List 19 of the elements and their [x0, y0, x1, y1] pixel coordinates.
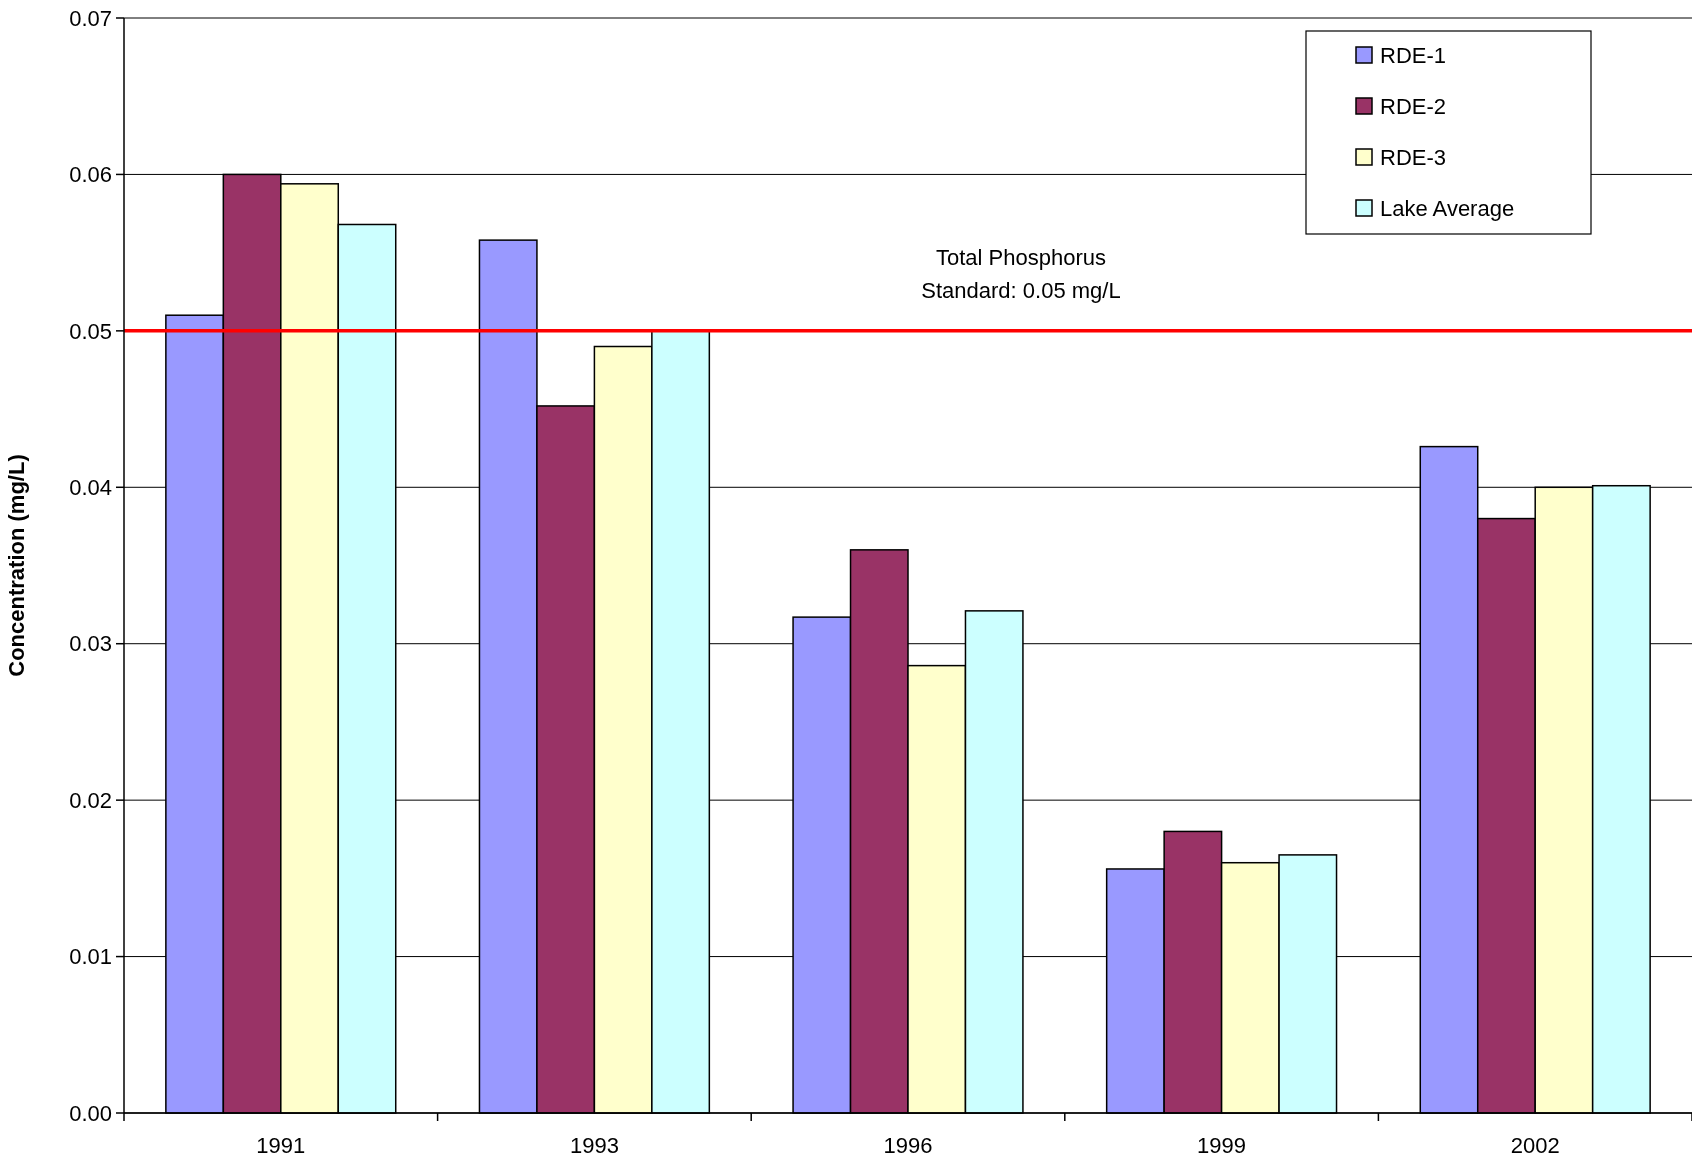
- ref-line-label: Total Phosphorus Standard: 0.05 mg/L: [921, 244, 1121, 303]
- y-tick-label: 0.07: [69, 5, 112, 31]
- x-tick-label: 2002: [1510, 1133, 1560, 1158]
- y-tick-label: 0.06: [69, 162, 112, 188]
- x-tick-label: 1993: [569, 1133, 619, 1158]
- legend-label: Lake Average: [1380, 195, 1515, 221]
- x-tick-label: 1996: [883, 1133, 933, 1158]
- legend-label: RDE-3: [1380, 144, 1447, 170]
- x-tick-label: 1999: [1197, 1133, 1247, 1158]
- y-tick-label: 0.05: [69, 318, 112, 344]
- y-tick-label: 0.03: [69, 631, 112, 657]
- legend-label: RDE-1: [1380, 42, 1447, 68]
- x-tick-label: 1991: [256, 1133, 306, 1158]
- y-tick-label: 0.00: [69, 1100, 112, 1126]
- y-tick-label: 0.02: [69, 787, 112, 813]
- y-tick-label: 0.04: [69, 474, 112, 500]
- legend-label: RDE-2: [1380, 93, 1447, 119]
- y-tick-label: 0.01: [69, 944, 112, 970]
- y-axis-title: Concentration (mg/L): [4, 454, 29, 677]
